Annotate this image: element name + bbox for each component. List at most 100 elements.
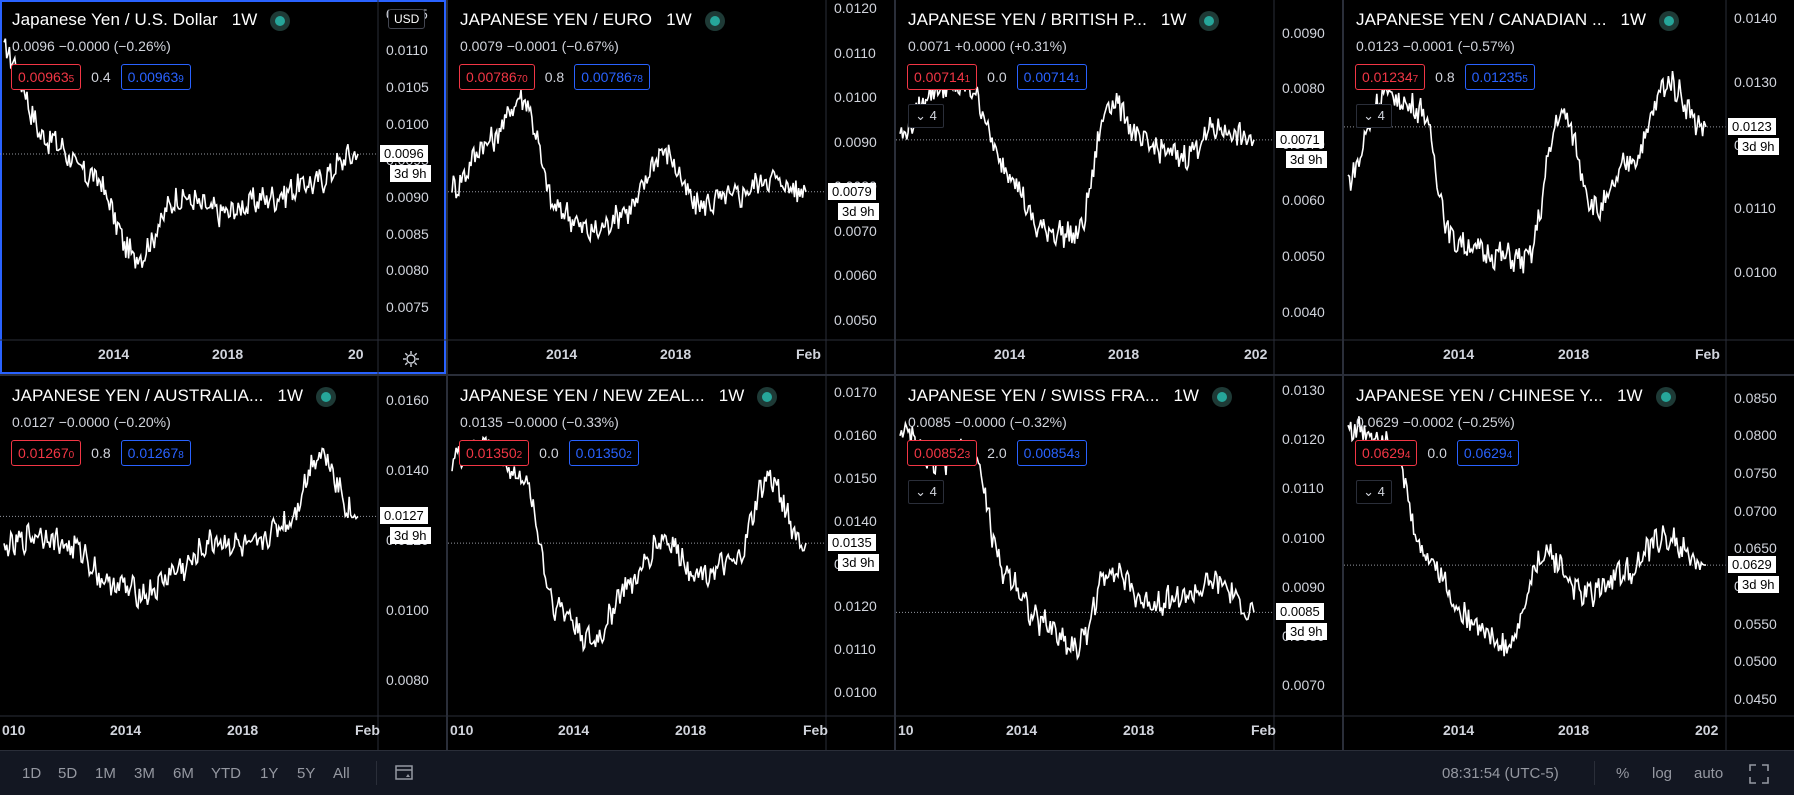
buy-button[interactable]: 0.009639	[120, 64, 191, 90]
x-axis-tick-label: 10	[898, 722, 914, 738]
sell-button[interactable]: 0.06294	[1355, 440, 1418, 466]
price-chart-svg[interactable]	[896, 0, 1342, 374]
symbol-title[interactable]: JAPANESE YEN / AUSTRALIA...	[12, 386, 264, 405]
ohlc-values: 0.0071 +0.0000 (+0.31%)	[908, 38, 1067, 54]
timeframe-label[interactable]: 1W	[1173, 386, 1199, 405]
price-chart-svg[interactable]	[0, 376, 446, 750]
sell-button[interactable]: 0.013502	[459, 440, 530, 466]
buy-button[interactable]: 0.013502	[568, 440, 639, 466]
buy-button[interactable]: 0.06294	[1456, 440, 1520, 466]
panel-header[interactable]: JAPANESE YEN / SWISS FRA... 1W	[908, 386, 1227, 406]
legend-collapse-button[interactable]: ⌄ 4	[1356, 480, 1392, 504]
price-chart-svg[interactable]	[0, 0, 446, 374]
range-6m-button[interactable]: 6M	[173, 765, 194, 782]
range-1d-button[interactable]: 1D	[22, 765, 42, 782]
timeframe-label[interactable]: 1W	[1617, 386, 1643, 405]
legend-collapse-button[interactable]: ⌄ 4	[908, 480, 944, 504]
panel-header[interactable]: JAPANESE YEN / CHINESE Y... 1W	[1356, 386, 1671, 406]
timeframe-label[interactable]: 1W	[666, 10, 692, 29]
range-3m-button[interactable]: 3M	[134, 765, 155, 782]
panel-header[interactable]: JAPANESE YEN / BRITISH P... 1W	[908, 10, 1215, 30]
sell-button[interactable]: 0.009635	[11, 64, 82, 90]
x-axis-tick-label: 010	[2, 722, 26, 738]
symbol-title[interactable]: Japanese Yen / U.S. Dollar	[12, 10, 218, 29]
x-axis-tick-label: 2014	[1006, 722, 1038, 738]
chevron-down-icon: ⌄	[1363, 484, 1375, 499]
range-ytd-button[interactable]: YTD	[211, 765, 241, 782]
price-series-line	[3, 38, 359, 269]
y-axis-tick-label: 0.0700	[1734, 502, 1777, 519]
chart-panel[interactable]: 0.01400.01300.01200.01100.010020142018Fe…	[1344, 0, 1794, 374]
range-5d-button[interactable]: 5D	[58, 765, 78, 782]
legend-collapse-button[interactable]: ⌄ 4	[1356, 104, 1392, 128]
last-price-label: 0.0629	[1728, 556, 1776, 574]
x-axis-tick-label: 2018	[1123, 722, 1155, 738]
sell-button[interactable]: 0.012670	[11, 440, 82, 466]
buy-button[interactable]: 0.007141	[1016, 64, 1087, 90]
ohlc-values: 0.0127 −0.0000 (−0.20%)	[12, 414, 171, 430]
symbol-title[interactable]: JAPANESE YEN / BRITISH P...	[908, 10, 1147, 29]
last-price-label: 0.0135	[828, 534, 876, 552]
panel-header[interactable]: JAPANESE YEN / AUSTRALIA... 1W	[12, 386, 331, 406]
legend-collapse-button[interactable]: ⌄ 4	[908, 104, 944, 128]
panel-header[interactable]: JAPANESE YEN / CANADIAN ... 1W	[1356, 10, 1675, 30]
fullscreen-icon[interactable]	[1748, 763, 1770, 789]
symbol-title[interactable]: JAPANESE YEN / SWISS FRA...	[908, 386, 1160, 405]
sell-button[interactable]: 0.012347	[1355, 64, 1426, 90]
x-axis-tick-label: Feb	[803, 722, 828, 738]
date-range-icon[interactable]	[394, 763, 416, 787]
price-chart-svg[interactable]	[1344, 376, 1794, 750]
spread-value: 0.0	[987, 69, 1007, 85]
y-axis-tick-label: 0.0110	[834, 44, 876, 61]
range-1y-button[interactable]: 1Y	[260, 765, 279, 782]
price-series-line	[899, 80, 1255, 248]
panel-header[interactable]: JAPANESE YEN / NEW ZEAL... 1W	[460, 386, 773, 406]
buy-button[interactable]: 0.012355	[1464, 64, 1535, 90]
sell-button[interactable]: 0.007141	[907, 64, 978, 90]
symbol-title[interactable]: JAPANESE YEN / NEW ZEAL...	[460, 386, 705, 405]
price-chart-svg[interactable]	[448, 0, 894, 374]
chart-panel[interactable]: 0.01300.01200.01100.01000.00900.00800.00…	[896, 376, 1342, 750]
price-chart-svg[interactable]	[1344, 0, 1794, 374]
chart-panel[interactable]: 0.01150.01100.01050.01000.00950.00900.00…	[0, 0, 446, 374]
buy-button[interactable]: 0.0078678	[574, 64, 650, 90]
symbol-title[interactable]: JAPANESE YEN / EURO	[460, 10, 653, 29]
panel-header[interactable]: Japanese Yen / U.S. Dollar 1W	[12, 10, 286, 30]
ohlc-values: 0.0135 −0.0000 (−0.33%)	[460, 414, 619, 430]
ohlc-values: 0.0123 −0.0001 (−0.57%)	[1356, 38, 1515, 54]
price-series-line	[1347, 70, 1707, 274]
sell-button[interactable]: 0.008523	[907, 440, 978, 466]
currency-button[interactable]: USD	[388, 9, 426, 29]
sell-button[interactable]: 0.0078670	[459, 64, 535, 90]
range-5y-button[interactable]: 5Y	[297, 765, 316, 782]
timeframe-label[interactable]: 1W	[718, 386, 745, 405]
clock-display[interactable]: 08:31:54 (UTC-5)	[1442, 765, 1559, 782]
chart-panel[interactable]: 0.00900.00800.00700.00600.00500.00402014…	[896, 0, 1342, 374]
timeframe-label[interactable]: 1W	[231, 10, 258, 29]
panel-header[interactable]: JAPANESE YEN / EURO 1W	[460, 10, 720, 30]
symbol-title[interactable]: JAPANESE YEN / CHINESE Y...	[1356, 386, 1604, 405]
x-axis-tick-label: 20	[348, 346, 364, 362]
price-chart-svg[interactable]	[448, 376, 894, 750]
range-all-button[interactable]: All	[333, 765, 350, 782]
toolbar-divider	[376, 761, 377, 785]
chart-panel[interactable]: 0.01700.01600.01500.01400.01300.01200.01…	[448, 376, 894, 750]
chart-panel[interactable]: 0.01600.01400.01200.01000.00800102014201…	[0, 376, 446, 750]
timeframe-label[interactable]: 1W	[1160, 10, 1187, 29]
chart-panel[interactable]: 0.01200.01100.01000.00900.00800.00700.00…	[448, 0, 894, 374]
y-axis-tick-label: 0.0080	[386, 262, 429, 279]
timeframe-label[interactable]: 1W	[1620, 10, 1647, 29]
buy-button[interactable]: 0.012678	[120, 440, 191, 466]
price-chart-svg[interactable]	[896, 376, 1342, 750]
panel-divider[interactable]	[0, 374, 1794, 376]
timeframe-label[interactable]: 1W	[277, 386, 304, 405]
auto-scale-toggle[interactable]: auto	[1694, 765, 1724, 782]
log-scale-toggle[interactable]: log	[1652, 765, 1673, 782]
spread-value: 0.0	[1427, 445, 1447, 461]
chart-panel[interactable]: 0.08500.08000.07500.07000.06500.06000.05…	[1344, 376, 1794, 750]
symbol-title[interactable]: JAPANESE YEN / CANADIAN ...	[1356, 10, 1607, 29]
buy-button[interactable]: 0.008543	[1016, 440, 1087, 466]
percent-scale-toggle[interactable]: %	[1616, 765, 1630, 782]
range-1m-button[interactable]: 1M	[95, 765, 116, 782]
chevron-down-icon: ⌄	[915, 108, 927, 123]
